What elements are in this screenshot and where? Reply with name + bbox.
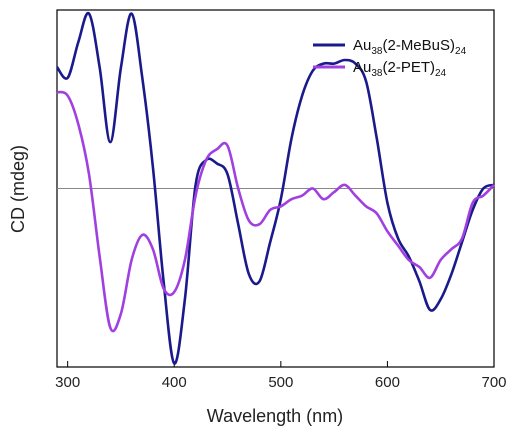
legend-label-1: Au38(2-PET)24 [353,59,447,79]
y-axis-title: CD (mdeg) [8,145,28,233]
legend-label-0: Au38(2-MeBuS)24 [353,37,467,57]
x-tick-label: 600 [375,374,400,391]
x-axis-ticks: 300 400 500 600 700 [55,361,507,391]
series-lines [55,11,495,365]
x-tick-label: 700 [481,374,506,391]
series-line-0 [55,11,495,365]
x-tick-label: 300 [55,374,80,391]
x-axis-title: Wavelength (nm) [207,406,343,426]
x-tick-label: 500 [268,374,293,391]
series-line-1 [56,90,495,333]
x-tick-label: 400 [162,374,187,391]
